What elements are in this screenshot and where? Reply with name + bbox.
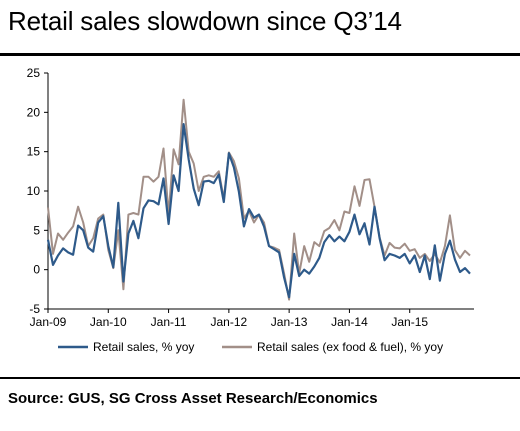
x-axis-ticks: Jan-09 Jan-10 Jan-11 Jan-12 Jan-13 Jan-14 Jan-… <box>30 309 428 329</box>
series-line-retail-ex-food-fuel <box>47 98 471 301</box>
chart-title: Retail sales slowdown since Q3’14 <box>8 6 402 36</box>
legend-label-1: Retail sales, % yoy <box>93 340 194 354</box>
x-tick-label: Jan-14 <box>331 315 368 329</box>
x-tick-label: Jan-09 <box>30 315 67 329</box>
x-tick-label: Jan-15 <box>391 315 428 329</box>
y-tick-label: 5 <box>33 223 40 237</box>
series-line-retail-sales <box>46 122 471 299</box>
source-divider <box>0 377 520 379</box>
y-tick-label: -5 <box>29 302 40 316</box>
y-tick-label: 10 <box>27 184 41 198</box>
legend: Retail sales, % yoy Retail sales (ex food… <box>58 340 443 354</box>
y-tick-label: 15 <box>27 145 41 159</box>
y-axis-ticks: 25 20 15 10 5 0 -5 <box>27 66 48 316</box>
legend-label-2: Retail sales (ex food & fuel), % yoy <box>257 340 443 354</box>
chart-axes <box>47 73 474 310</box>
x-tick-label: Jan-13 <box>271 315 308 329</box>
y-tick-label: 20 <box>27 105 41 119</box>
x-tick-label: Jan-11 <box>151 315 187 329</box>
y-tick-label: 0 <box>33 263 40 277</box>
x-tick-label: Jan-12 <box>211 315 248 329</box>
title-divider <box>0 53 520 56</box>
y-tick-label: 25 <box>27 66 41 80</box>
series-lines <box>46 98 471 301</box>
source-note: Source: GUS, SG Cross Asset Research/Eco… <box>8 390 378 407</box>
x-tick-label: Jan-10 <box>90 315 127 329</box>
